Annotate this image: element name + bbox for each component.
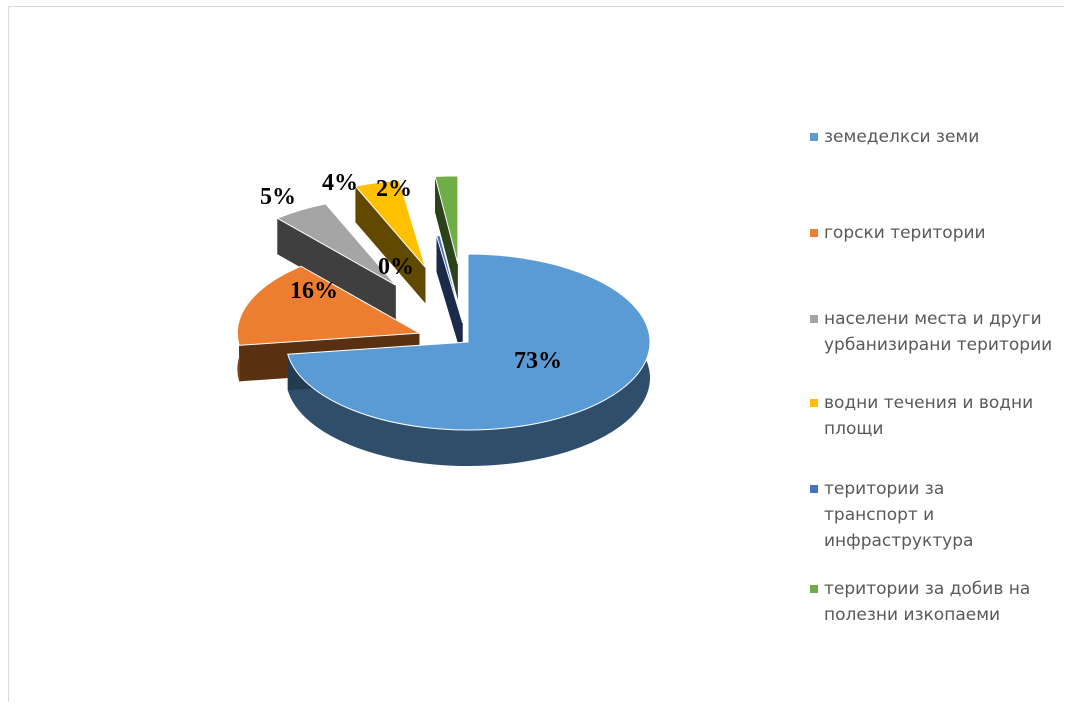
chart-border [8, 6, 1064, 702]
legend-label-forest: горски територии [824, 223, 986, 243]
slice-transport [435, 234, 464, 359]
slice-top-agricultural [287, 253, 651, 431]
legend-item-mining: територии за добив на полезни изкопаеми [806, 576, 1070, 628]
legend-label-mining: територии за добив на полезни изкопаеми [824, 579, 1031, 625]
slice-top-water [354, 179, 426, 268]
slice-water [354, 179, 426, 304]
slice-top-mining [434, 175, 459, 264]
slice-wall-water-0 [355, 186, 426, 304]
legend-label-settlements: населени места и други урбанизирани тери… [824, 309, 1053, 355]
legend-swatch-mining [810, 585, 818, 593]
legend-item-transport: територии за транспорт и инфраструктура [806, 476, 1024, 554]
slice-agricultural [287, 253, 651, 466]
data-label-mining: 2% [376, 176, 412, 202]
data-label-water: 4% [322, 170, 358, 196]
slice-top-forest [236, 265, 422, 346]
legend-item-settlements: населени места и други урбанизирани тери… [806, 306, 1054, 358]
data-label-transport: 0% [378, 254, 414, 280]
legend-label-agricultural: земеделкси земи [824, 127, 980, 147]
data-label-forest: 16% [290, 278, 338, 304]
slice-top-settlements [276, 203, 397, 286]
legend-swatch-forest [810, 229, 818, 237]
slice-top-transport [435, 234, 464, 323]
slice-wall-mining-0 [435, 176, 458, 300]
slice-mining [434, 175, 459, 300]
data-label-settlements: 5% [260, 184, 296, 210]
slice-settlements [276, 203, 397, 322]
slice-wall-settlements-0 [277, 218, 396, 322]
legend-label-water: водни течения и водни площи [824, 393, 1034, 439]
legend-item-agricultural: земеделкси земи [806, 124, 979, 150]
legend-swatch-water [810, 399, 818, 407]
legend-swatch-transport [810, 485, 818, 493]
legend-swatch-settlements [810, 315, 818, 323]
legend-swatch-agricultural [810, 133, 818, 141]
data-label-agricultural: 73% [514, 348, 562, 374]
legend-item-forest: горски територии [806, 220, 986, 246]
legend-label-transport: територии за транспорт и инфраструктура [824, 479, 974, 551]
legend-item-water: водни течения и водни площи [806, 390, 1034, 442]
